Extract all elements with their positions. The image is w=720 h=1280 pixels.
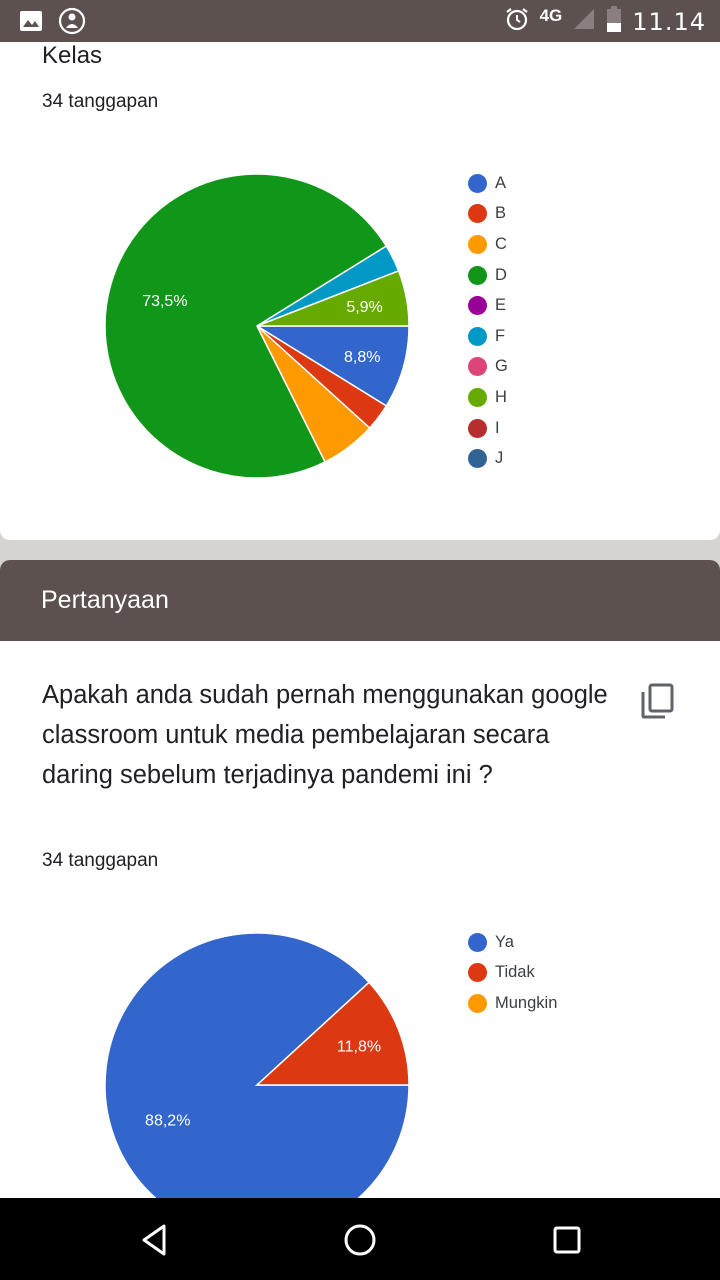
legend-swatch <box>468 357 487 377</box>
pie-slice-h <box>256 269 410 327</box>
back-icon[interactable] <box>132 1218 176 1262</box>
legend-label: D <box>495 265 507 284</box>
pie-data-label: 73,5% <box>142 293 187 310</box>
legend-swatch <box>468 963 487 983</box>
legend-swatch <box>468 204 487 224</box>
legend-item: A <box>468 168 508 199</box>
legend-item: B <box>468 199 508 230</box>
legend-item: Mungkin <box>468 988 557 1019</box>
question-legend: Ya Tidak Mungkin <box>468 927 557 1019</box>
response-count: 34 tanggapan <box>42 91 159 112</box>
network-type: 4G <box>539 5 563 25</box>
legend-item: J <box>468 443 508 474</box>
legend-swatch <box>468 449 487 469</box>
pie-data-label: 11,8% <box>337 1038 381 1055</box>
legend-label: Tidak <box>495 963 535 982</box>
legend-swatch <box>468 387 487 407</box>
legend-swatch <box>468 326 487 346</box>
legend-swatch <box>468 932 487 952</box>
legend-swatch <box>468 234 487 254</box>
section-header: Pertanyaan <box>0 560 720 641</box>
kelas-pie-chart: 8,8% 73,5% 5,9% <box>104 173 410 479</box>
clock: 11.14 <box>632 7 706 36</box>
emblem-icon <box>58 7 86 40</box>
navigation-bar <box>0 1198 720 1280</box>
legend-label: G <box>495 357 508 376</box>
pie-slice-tidak <box>255 981 410 1086</box>
legend-label: F <box>495 326 506 345</box>
legend-label: J <box>495 449 504 468</box>
legend-swatch <box>468 173 487 193</box>
legend-item: G <box>468 352 508 383</box>
legend-item: D <box>468 260 508 291</box>
response-count: 34 tanggapan <box>42 850 159 871</box>
question-text: Apakah anda sudah pernah menggunakan goo… <box>42 681 608 789</box>
home-icon[interactable] <box>338 1218 382 1262</box>
legend-label: C <box>495 234 507 253</box>
legend-swatch <box>468 993 487 1013</box>
legend-label: I <box>495 418 500 437</box>
image-icon <box>18 8 44 39</box>
pie-data-label: 88,2% <box>145 1113 190 1130</box>
legend-item: Tidak <box>468 958 557 989</box>
legend-label: B <box>495 204 507 223</box>
legend-item: I <box>468 413 508 444</box>
pie-data-label: 8,8% <box>344 349 380 366</box>
pie-data-label: 5,9% <box>346 299 382 316</box>
section-title: Pertanyaan <box>41 586 169 614</box>
pie-slice-d <box>104 173 388 479</box>
legend-label: Mungkin <box>495 993 558 1012</box>
legend-label: E <box>495 296 507 315</box>
signal-icon <box>572 7 596 36</box>
legend-item: C <box>468 229 508 260</box>
legend-label: A <box>495 173 507 192</box>
legend-swatch <box>468 265 487 285</box>
battery-icon <box>606 5 622 38</box>
alarm-icon <box>504 6 530 37</box>
legend-label: H <box>495 387 507 406</box>
question-pie-chart: 88,2% 11,8% <box>104 932 410 1238</box>
legend-swatch <box>468 418 487 438</box>
legend-item: H <box>468 382 508 413</box>
legend-item: E <box>468 290 508 321</box>
legend-swatch <box>468 296 487 316</box>
card-title: Kelas <box>42 42 103 69</box>
legend-item: Ya <box>468 927 557 958</box>
copy-icon[interactable] <box>638 681 678 721</box>
question-card: Apakah anda sudah pernah menggunakan goo… <box>0 641 720 1238</box>
status-bar: 4G 11.14 <box>0 0 720 42</box>
recents-icon[interactable] <box>545 1218 589 1262</box>
legend-item: F <box>468 321 508 352</box>
legend-label: Ya <box>495 932 514 951</box>
pie-slice-a <box>254 325 410 407</box>
